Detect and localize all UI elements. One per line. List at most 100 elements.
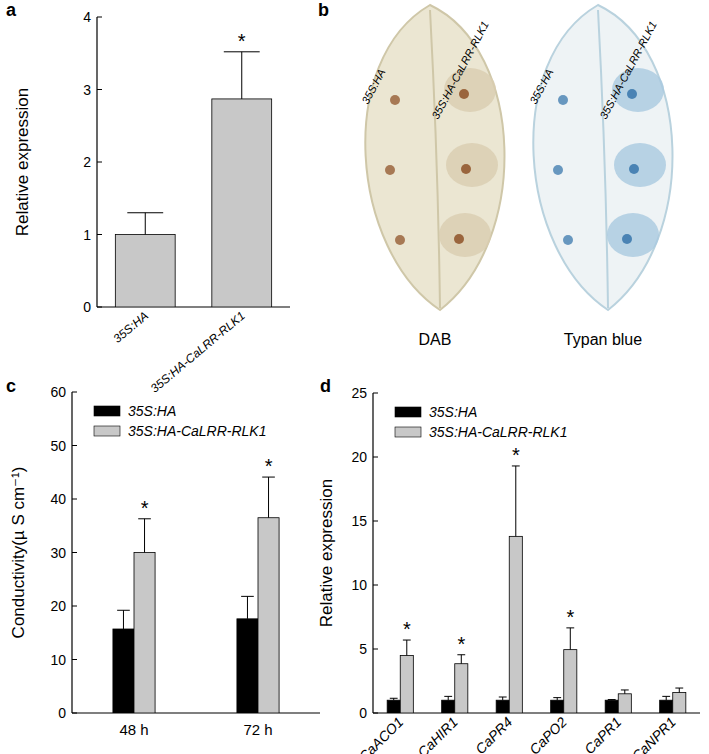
y-tick [373, 521, 378, 522]
bar [660, 700, 673, 713]
error-bar [621, 690, 629, 694]
y-tick-label: 10 [351, 577, 367, 593]
panel-letter: c [6, 376, 16, 396]
chart-panel: d0510152025Relative expressionCaACO1CaHI… [317, 376, 700, 754]
x-tick-label: CaPO2 [526, 714, 570, 754]
bar [212, 99, 272, 307]
legend-label: 35S:HA-CaLRR-RLK1 [128, 423, 267, 439]
error-bar [566, 628, 574, 650]
y-tick-label: 0 [359, 705, 367, 721]
significance: * [403, 618, 411, 640]
error-bar [241, 596, 254, 618]
leaf-label: 35S:HA-CaLRR-RLK1 [429, 19, 491, 121]
spot [385, 165, 395, 175]
error-bar [138, 519, 151, 553]
y-axis-label: Conductivity(µ S cm⁻¹) [9, 467, 28, 639]
legend-label: 35S:HA-CaLRR-RLK1 [429, 424, 568, 440]
marks [113, 477, 279, 713]
legend-label: 35S:HA [128, 403, 176, 419]
error-bar [553, 698, 561, 701]
significance: * [141, 497, 149, 519]
error-bar [444, 696, 452, 700]
bar [400, 655, 413, 713]
error-bar [457, 655, 465, 664]
y-tick-label: 2 [83, 154, 91, 170]
bar [134, 553, 155, 714]
bar [442, 700, 455, 713]
x-tick-label: CaPR1 [581, 714, 624, 754]
y-tick-label: 20 [351, 449, 367, 465]
y-tick [97, 162, 102, 163]
leaf-label: 35S:HA [527, 67, 555, 106]
error-bar [499, 697, 507, 700]
spot [629, 164, 639, 174]
spot [553, 165, 563, 175]
bar [115, 235, 175, 308]
bar [237, 619, 258, 713]
bar [618, 694, 631, 713]
leaf-photo [533, 5, 672, 310]
legend-swatch [395, 427, 421, 437]
panel-letter: a [6, 0, 17, 20]
y-tick-label: 60 [50, 384, 66, 400]
caption: Typan blue [564, 331, 642, 348]
y-tick [373, 457, 378, 458]
spot [390, 95, 400, 105]
x-tick-label: CaNPR1 [628, 714, 678, 754]
bar [564, 650, 577, 713]
y-tick [72, 499, 77, 500]
error-bar [608, 699, 616, 701]
y-axis [96, 17, 97, 307]
x-tick-label: 35S:HA-CaLRR-RLK1 [148, 309, 248, 396]
spot [459, 89, 469, 99]
y-tick-label: 15 [351, 513, 367, 529]
spot [563, 235, 573, 245]
y-tick [373, 649, 378, 650]
error-bar [403, 640, 411, 655]
y-tick [72, 445, 77, 446]
spot [395, 235, 405, 245]
x-tick-label: CaHIR1 [414, 714, 461, 754]
leaf-photo [365, 5, 504, 310]
error-bar [262, 477, 275, 518]
x-tick-label: 72 h [243, 721, 272, 738]
bar [551, 700, 564, 713]
y-tick-label: 30 [50, 545, 66, 561]
y-tick-label: 0 [83, 299, 91, 315]
y-tick [97, 234, 102, 235]
x-tick-label: 35S:HA [110, 309, 151, 346]
bar [673, 693, 686, 713]
x-axis [72, 712, 320, 713]
y-tick-label: 5 [359, 641, 367, 657]
bar [509, 536, 522, 713]
y-tick-label: 10 [50, 652, 66, 668]
y-tick [97, 17, 102, 18]
significance: * [512, 444, 520, 466]
y-tick-label: 20 [50, 598, 66, 614]
error-bar [390, 698, 398, 700]
y-tick-label: 40 [50, 491, 66, 507]
error-bar [224, 52, 260, 99]
y-tick [72, 552, 77, 553]
y-tick-label: 3 [83, 82, 91, 98]
panel-letter: d [320, 376, 331, 396]
y-axis [372, 393, 373, 713]
patch [446, 143, 498, 187]
y-tick-label: 0 [58, 705, 66, 721]
y-tick-label: 25 [351, 385, 367, 401]
error-bar [117, 610, 130, 629]
spot [461, 164, 471, 174]
legend-swatch [94, 426, 120, 436]
significance: * [265, 455, 273, 477]
bar [496, 700, 509, 713]
midrib [430, 10, 440, 308]
y-axis-label: Relative expression [13, 88, 32, 236]
marks [115, 52, 271, 307]
y-tick [72, 606, 77, 607]
error-bar [512, 466, 520, 536]
spot [558, 95, 568, 105]
x-axis [373, 712, 700, 713]
bar [387, 700, 400, 713]
spot [622, 234, 632, 244]
legend-swatch [94, 406, 120, 416]
